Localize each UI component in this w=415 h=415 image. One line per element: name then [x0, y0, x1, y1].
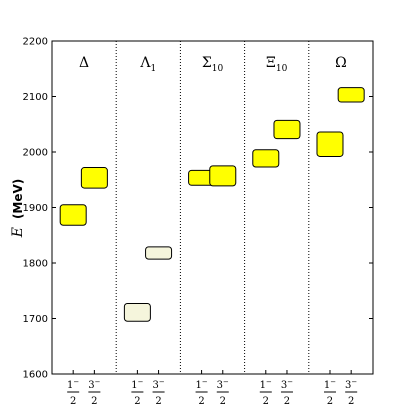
x-tick-parity: − [73, 378, 79, 386]
x-tick-numerator: 1− [260, 378, 272, 391]
x-tick-numerator-value: 3 [345, 380, 351, 391]
x-tick-numerator: 1− [324, 378, 336, 391]
y-tick-label: 1600 [23, 370, 48, 381]
x-tick-denominator: 2 [348, 396, 354, 407]
group-label-subscript: 10 [276, 64, 288, 74]
x-tick-numerator: 1− [67, 378, 79, 391]
group-labels: Δ Λ1 Σ10 Ξ10 Ω [79, 55, 347, 74]
group-label-subscript: 1 [150, 64, 156, 74]
plot-frame [51, 40, 374, 375]
x-tick-numerator: 3− [281, 378, 293, 391]
group-label-symbol: Σ [202, 55, 212, 71]
x-tick-numerator: 3− [345, 378, 357, 391]
state-box [273, 119, 301, 140]
group-label-symbol: Ω [335, 55, 347, 71]
y-axis: 1600 1700 1800 1900 2000 2100 2200 [23, 37, 373, 381]
group-label-subscript: 10 [212, 64, 224, 74]
group-label-symbol: Λ [139, 55, 151, 71]
x-tick-denominator: 2 [91, 396, 97, 407]
x-tick-parity: − [351, 378, 357, 386]
group-label-symbol: Δ [79, 55, 89, 71]
x-axis: 1−23−21−23−21−23−21−23−21−23−2 [67, 370, 357, 407]
state-box [80, 167, 108, 189]
x-tick-numerator-value: 1 [195, 380, 201, 391]
x-tick-denominator: 2 [155, 396, 161, 407]
x-tick-numerator-value: 3 [152, 380, 158, 391]
state-box [316, 131, 344, 157]
x-tick-numerator-value: 1 [131, 380, 137, 391]
y-axis-label-symbol: E [10, 227, 26, 238]
x-tick-parity: − [95, 378, 101, 386]
x-tick-numerator-value: 3 [88, 380, 94, 391]
x-tick-parity: − [266, 378, 272, 386]
y-tick-label: 1700 [23, 314, 48, 325]
y-tick-label: 1800 [23, 259, 48, 270]
x-tick-numerator: 1− [131, 378, 143, 391]
y-tick-label: 2200 [23, 37, 48, 48]
group-label: Ξ10 [266, 55, 288, 74]
state-box [59, 204, 87, 226]
x-tick-denominator: 2 [263, 396, 269, 407]
x-tick-denominator: 2 [284, 396, 290, 407]
x-tick-numerator: 3− [217, 378, 229, 391]
group-label: Δ [79, 55, 89, 71]
group-label-symbol: Ξ [266, 55, 276, 71]
state-box [145, 246, 173, 260]
group-label: Σ10 [202, 55, 224, 74]
state-box [209, 165, 237, 187]
states-layer [59, 87, 365, 322]
group-separators [115, 41, 310, 374]
x-tick-numerator-value: 1 [67, 380, 73, 391]
x-tick-numerator: 1− [195, 378, 207, 391]
x-tick-numerator-value: 1 [260, 380, 266, 391]
y-tick-label: 1900 [23, 203, 48, 214]
x-tick-numerator: 3− [152, 378, 164, 391]
x-tick-numerator: 3− [88, 378, 100, 391]
x-tick-numerator-value: 3 [217, 380, 223, 391]
y-axis-label-unit: (MeV) [11, 179, 25, 219]
state-box [337, 87, 365, 103]
group-label: Ω [335, 55, 347, 71]
x-tick-parity: − [223, 378, 229, 386]
state-box [252, 149, 280, 168]
x-tick-denominator: 2 [220, 396, 226, 407]
group-label: Λ1 [139, 55, 156, 74]
y-tick-label: 2100 [23, 92, 48, 103]
x-tick-parity: − [159, 378, 165, 386]
x-tick-denominator: 2 [327, 396, 333, 407]
y-tick-label: 2000 [23, 148, 48, 159]
x-tick-denominator: 2 [198, 396, 204, 407]
x-tick-parity: − [138, 378, 144, 386]
x-tick-numerator-value: 3 [281, 380, 287, 391]
x-tick-parity: − [202, 378, 208, 386]
state-box [123, 303, 151, 322]
x-tick-denominator: 2 [134, 396, 140, 407]
x-tick-parity: − [287, 378, 293, 386]
y-axis-label: E (MeV) [9, 179, 26, 239]
x-tick-denominator: 2 [70, 396, 76, 407]
x-tick-numerator-value: 1 [324, 380, 330, 391]
x-tick-parity: − [330, 378, 336, 386]
